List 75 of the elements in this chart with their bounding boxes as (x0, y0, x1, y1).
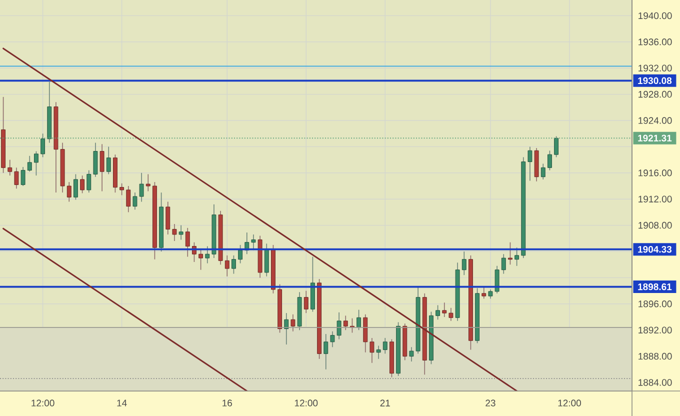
candlestick (290, 314, 296, 332)
x-tick-label: 21 (380, 400, 390, 406)
candlestick (27, 155, 32, 172)
candlestick (494, 266, 500, 294)
y-tick-label: 1888.00 (638, 352, 672, 360)
candlestick (34, 150, 38, 176)
ref-line-label: 1921.31 (638, 134, 672, 142)
candlestick (336, 312, 342, 340)
y-tick-label: 1916.00 (638, 170, 672, 176)
candlestick (40, 133, 46, 158)
candlestick (264, 243, 269, 277)
candlestick (198, 248, 204, 270)
candlestick (482, 286, 486, 300)
candlestick (86, 170, 92, 193)
y-tick-label: 1932.00 (638, 64, 672, 72)
ref-line-label: 1904.33 (638, 246, 672, 253)
y-tick-label: 1896.00 (638, 300, 672, 308)
y-tick-label: 1936.00 (638, 38, 672, 46)
candlestick (547, 150, 552, 171)
candlestick (231, 255, 236, 274)
candlestick (14, 167, 19, 190)
x-tick-label: 14 (117, 400, 127, 406)
candlestick (146, 174, 150, 192)
candlestick (382, 338, 388, 354)
ref-line-label: 1898.61 (638, 283, 672, 290)
candlestick (224, 255, 230, 277)
x-tick-label: 16 (222, 400, 232, 406)
ref-line-label: 1930.08 (638, 77, 672, 84)
candlestick (126, 186, 131, 213)
candlestick (20, 166, 26, 186)
x-tick-label: 12:00 (558, 400, 581, 406)
candlestick (238, 244, 243, 264)
candlestick (514, 247, 520, 266)
x-tick-label: 12:00 (294, 400, 318, 406)
candlestick (120, 182, 124, 196)
candlestick (80, 175, 85, 194)
candlestick (436, 304, 440, 320)
y-tick-label: 1884.00 (638, 379, 672, 386)
candlestick (93, 142, 98, 178)
candlestick (501, 254, 506, 274)
y-tick-label: 1924.00 (638, 117, 672, 124)
x-tick-label: 12:00 (32, 400, 54, 406)
candlestick (409, 346, 414, 362)
candlestick (73, 174, 78, 200)
candlestick (106, 146, 111, 175)
candlestick (356, 309, 362, 330)
candlestick (100, 144, 104, 192)
y-tick-label: 1940.00 (638, 12, 672, 20)
y-tick-label: 1912.00 (638, 196, 672, 202)
candlestick (178, 224, 184, 240)
y-tick-label: 1892.00 (638, 326, 672, 334)
candlestick (554, 136, 559, 158)
candlestick (324, 334, 328, 370)
candlestick (330, 331, 335, 348)
candlestick (251, 234, 256, 251)
y-tick-label: 1928.00 (638, 90, 672, 98)
candlestick (8, 159, 12, 176)
candlestick (488, 289, 493, 300)
candlestick (166, 201, 170, 235)
candlestick (370, 338, 374, 364)
candlestick (343, 315, 348, 330)
candlestick (205, 246, 210, 264)
x-tick-label: 23 (486, 400, 496, 406)
candlestick (462, 251, 466, 276)
candlestick (508, 242, 512, 265)
candlestick (185, 228, 190, 258)
candlestick (304, 290, 308, 314)
candlestick (172, 224, 177, 242)
candlestick (66, 182, 72, 202)
candlestick (540, 163, 546, 180)
y-tick-label: 1908.00 (638, 222, 672, 229)
candlestick (448, 307, 454, 322)
candlestick (376, 345, 381, 360)
candlestick (442, 302, 447, 318)
candlestick (528, 146, 532, 182)
